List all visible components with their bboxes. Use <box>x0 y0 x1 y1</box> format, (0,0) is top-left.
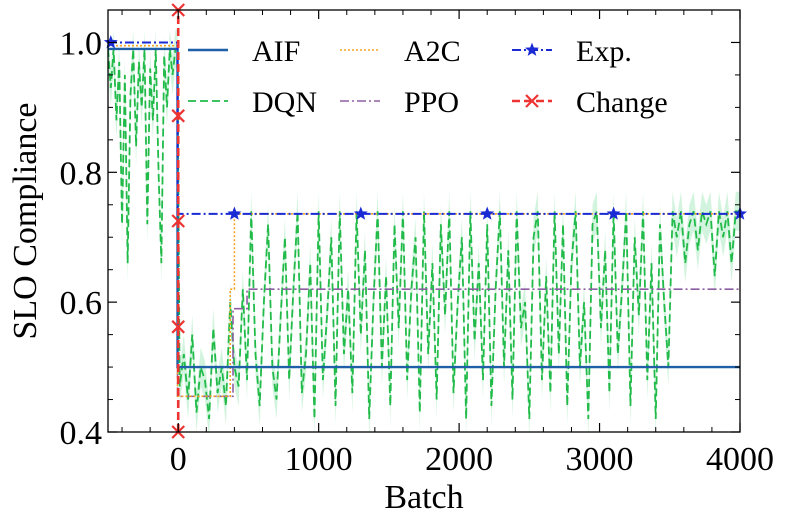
x-tick-label: 3000 <box>566 441 634 478</box>
x-tick-label: 0 <box>170 441 187 478</box>
legend-item-ppo: PPO <box>340 86 459 119</box>
legend-item-a2c: A2C <box>340 35 461 68</box>
legend-label: PPO <box>404 86 459 119</box>
series-change-marker <box>171 214 186 228</box>
series-exp-marker <box>480 206 495 220</box>
legend-label: AIF <box>252 35 300 68</box>
series-exp-marker <box>103 35 118 49</box>
series-layer <box>108 10 740 432</box>
series-exp-marker <box>606 206 621 220</box>
series-change-marker <box>171 109 186 123</box>
x-tick-label: 4000 <box>706 441 774 478</box>
legend-label: A2C <box>404 35 461 68</box>
series-dqn-line <box>108 48 740 420</box>
legend-label: Change <box>576 86 668 119</box>
plot-frame <box>107 9 741 433</box>
series-exp-marker <box>227 206 242 220</box>
y-tick-label: 1.0 <box>60 25 103 62</box>
legend-item-change: Change <box>512 86 668 119</box>
legend-item-aif: AIF <box>188 35 300 68</box>
legend-item-dqn: DQN <box>188 86 317 119</box>
series-exp-marker <box>353 206 368 220</box>
x-tick-label: 1000 <box>285 441 353 478</box>
legend-item-exp: Exp. <box>512 35 632 68</box>
legend-marker <box>525 42 539 56</box>
legend-label: DQN <box>252 86 317 119</box>
legend: AIF DQN A2C PPO Exp. Change <box>188 35 668 119</box>
x-axis-label: Batch <box>384 479 463 516</box>
series-change-marker <box>171 320 186 334</box>
series-exp-line <box>108 41 740 215</box>
y-tick-label: 0.4 <box>60 415 103 452</box>
tick-layer: 0 1000 2000 3000 4000 0.4 0.6 0.8 1.0 <box>60 10 774 478</box>
legend-marker <box>525 94 539 108</box>
legend-label: Exp. <box>576 35 632 68</box>
y-tick-label: 0.8 <box>60 155 103 192</box>
y-tick-label: 0.6 <box>60 285 103 322</box>
y-axis-label: SLO Compliance <box>7 102 44 339</box>
x-tick-label: 2000 <box>425 441 493 478</box>
